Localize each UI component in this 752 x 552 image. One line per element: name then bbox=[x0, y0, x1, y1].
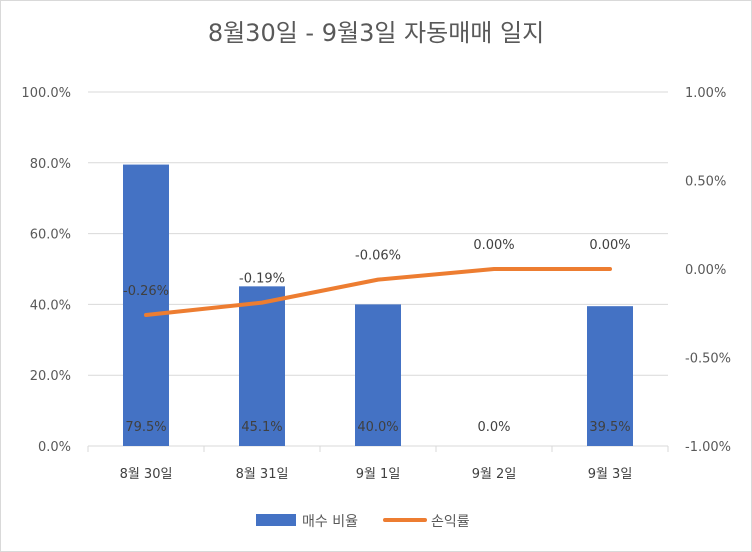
bar-data-label: 45.1% bbox=[241, 420, 282, 435]
bar bbox=[123, 164, 169, 446]
right-tick-label: -1.00% bbox=[685, 440, 731, 455]
left-tick-label: 60.0% bbox=[30, 228, 71, 243]
left-tick-label: 40.0% bbox=[30, 298, 71, 313]
line-path bbox=[144, 267, 612, 318]
line-data-label: 0.00% bbox=[473, 238, 514, 253]
bar bbox=[355, 304, 401, 446]
line-data-label: -0.19% bbox=[239, 272, 285, 287]
legend-label-line: 손익률 bbox=[431, 514, 470, 530]
left-tick-label: 20.0% bbox=[30, 369, 71, 384]
right-axis: -1.00% -0.50% 0.00% 0.50% 1.00% bbox=[685, 86, 731, 455]
right-tick-label: -0.50% bbox=[685, 352, 731, 367]
left-tick-label: 0.0% bbox=[38, 440, 71, 455]
category-label: 8월 31일 bbox=[236, 467, 289, 482]
bar-data-label: 39.5% bbox=[589, 420, 630, 435]
category-label: 9월 1일 bbox=[356, 467, 401, 482]
bar bbox=[587, 306, 633, 446]
left-tick-label: 80.0% bbox=[30, 157, 71, 172]
right-tick-label: 0.50% bbox=[685, 175, 726, 190]
legend: 매수 비율 손익률 bbox=[256, 514, 470, 530]
line-data-label: -0.06% bbox=[355, 249, 401, 264]
line-data-label: -0.26% bbox=[123, 284, 169, 299]
gridlines bbox=[88, 91, 668, 447]
line-data-label: 0.00% bbox=[589, 238, 630, 253]
right-tick-label: 0.00% bbox=[685, 263, 726, 278]
category-label: 8월 30일 bbox=[120, 467, 173, 482]
legend-label-bar: 매수 비율 bbox=[302, 514, 358, 530]
legend-swatch-bar bbox=[256, 514, 296, 526]
bar-series bbox=[123, 164, 633, 446]
line-series bbox=[144, 267, 612, 318]
category-label: 9월 3일 bbox=[588, 467, 633, 482]
bar bbox=[239, 286, 285, 446]
data-labels: 79.5% 45.1% 40.0% 0.0% 39.5% -0.26% -0.19% -0.0… bbox=[123, 238, 631, 435]
bar-data-label: 79.5% bbox=[125, 420, 166, 435]
bar-data-label: 0.0% bbox=[477, 420, 510, 435]
category-axis: 8월 30일 8월 31일 9월 1일 9월 2일 9월 3일 bbox=[87, 446, 669, 482]
left-tick-label: 100.0% bbox=[21, 86, 71, 101]
right-tick-label: 1.00% bbox=[685, 86, 726, 101]
chart-title: 8월30일 - 9월3일 자동매매 일지 bbox=[208, 19, 544, 47]
left-axis: 0.0% 20.0% 40.0% 60.0% 80.0% 100.0% bbox=[21, 86, 71, 455]
bar-data-label: 40.0% bbox=[357, 420, 398, 435]
category-label: 9월 2일 bbox=[472, 467, 517, 482]
